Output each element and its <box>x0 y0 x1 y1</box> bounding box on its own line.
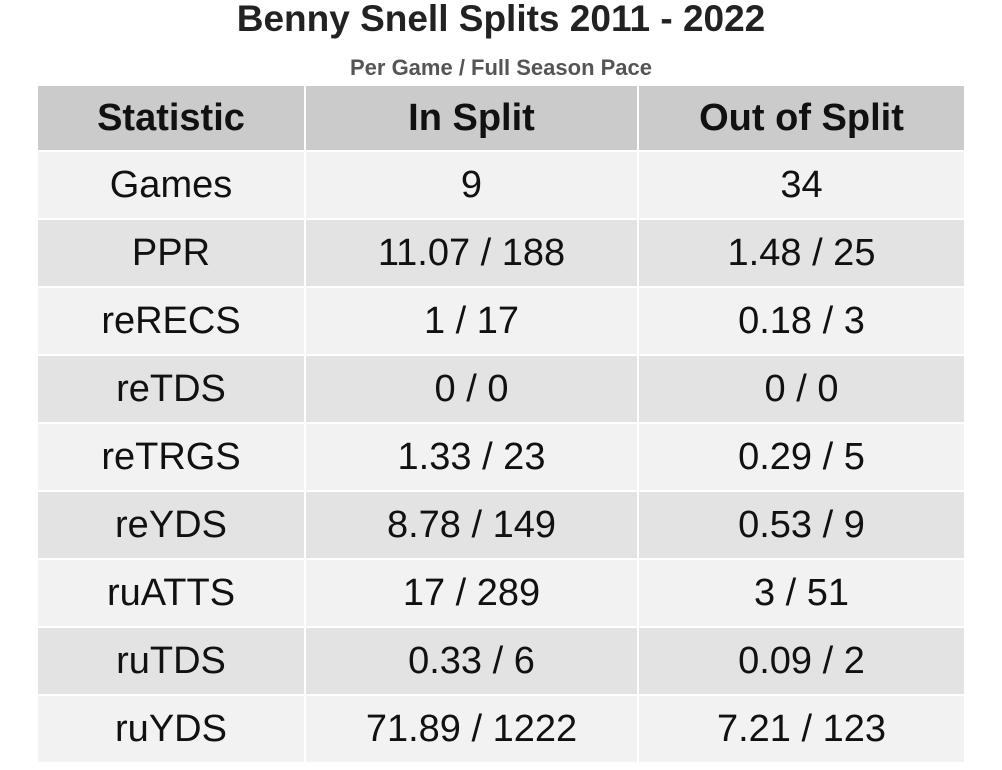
table-cell: 34 <box>637 150 966 220</box>
table-cell: 11.07 / 188 <box>304 218 639 288</box>
table-body: Games 9 34 PPR 11.07 / 188 1.48 / 25 reRECS 1 /… <box>36 150 966 764</box>
table-row: reYDS 8.78 / 149 0.53 / 9 <box>36 490 966 560</box>
table-row: Games 9 34 <box>36 150 966 220</box>
table-cell: 7.21 / 123 <box>637 694 966 764</box>
splits-table: Statistic In Split Out of Split Games 9 34 PP… <box>36 84 966 764</box>
column-header: Statistic <box>36 84 306 152</box>
table-row: reRECS 1 / 17 0.18 / 3 <box>36 286 966 356</box>
table-cell: reTDS <box>36 354 306 424</box>
table-cell: 0.53 / 9 <box>637 490 966 560</box>
table-cell: ruATTS <box>36 558 306 628</box>
column-header: In Split <box>304 84 639 152</box>
table-cell: 17 / 289 <box>304 558 639 628</box>
table-cell: reTRGS <box>36 422 306 492</box>
table-cell: 71.89 / 1222 <box>304 694 639 764</box>
table-cell: 1 / 17 <box>304 286 639 356</box>
table-cell: 0.18 / 3 <box>637 286 966 356</box>
title: Benny Snell Splits 2011 - 2022 <box>236 0 766 39</box>
header-row: Statistic In Split Out of Split <box>36 84 966 152</box>
table-cell: 0 / 0 <box>304 354 639 424</box>
table-cell: 8.78 / 149 <box>304 490 639 560</box>
table-cell: reRECS <box>36 286 306 356</box>
subtitle: Per Game / Full Season Pace <box>349 55 653 80</box>
column-header: Out of Split <box>637 84 966 152</box>
table-row: ruYDS 71.89 / 1222 7.21 / 123 <box>36 694 966 764</box>
table-cell: ruYDS <box>36 694 306 764</box>
table-cell: 0.09 / 2 <box>637 626 966 696</box>
table-cell: PPR <box>36 218 306 288</box>
table-cell: 9 <box>304 150 639 220</box>
table-cell: 0.29 / 5 <box>637 422 966 492</box>
table-cell: reYDS <box>36 490 306 560</box>
table-row: reTRGS 1.33 / 23 0.29 / 5 <box>36 422 966 492</box>
table-row: ruATTS 17 / 289 3 / 51 <box>36 558 966 628</box>
table-row: ruTDS 0.33 / 6 0.09 / 2 <box>36 626 966 696</box>
table-cell: 3 / 51 <box>637 558 966 628</box>
table-cell: 1.33 / 23 <box>304 422 639 492</box>
table-cell: Games <box>36 150 306 220</box>
table-row: PPR 11.07 / 188 1.48 / 25 <box>36 218 966 288</box>
table-cell: ruTDS <box>36 626 306 696</box>
table-cell: 1.48 / 25 <box>637 218 966 288</box>
table-cell: 0.33 / 6 <box>304 626 639 696</box>
table-cell: 0 / 0 <box>637 354 966 424</box>
